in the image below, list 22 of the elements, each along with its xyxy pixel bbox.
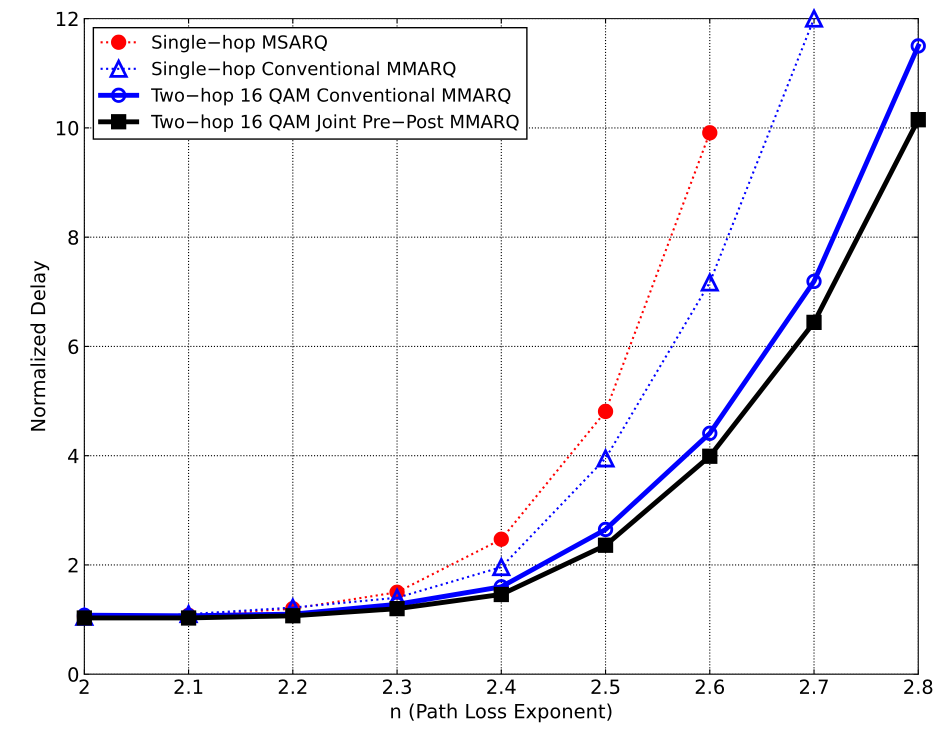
x-axis-title: n (Path Loss Exponent) [391,703,612,722]
x-tick-label: 2.7 [800,679,828,694]
y-tick-label: 4 [68,448,78,464]
y-tick-label: 6 [68,339,78,354]
y-tick-label: 2 [68,558,78,572]
y-axis-title: Normalized Delay [30,260,50,431]
x-tick-label: 2.8 [904,679,932,694]
y-tick-label: 8 [68,230,78,245]
legend-label: Single−hop MSARQ [152,34,327,52]
y-tick-label: 10 [56,120,78,136]
legend-label: Two−hop 16 QAM Joint Pre−Post MMARQ [151,114,519,132]
x-tick-label: 2.5 [592,679,620,694]
x-tick-label: 2.2 [278,679,306,694]
legend-label: Two−hop 16 QAM Conventional MMARQ [151,88,510,106]
x-tick-label: 2.3 [383,679,411,694]
x-tick-label: 2 [80,679,89,694]
legend-label: Single−hop Conventional MMARQ [152,61,456,79]
y-tick-label: 12 [56,12,78,26]
x-tick-label: 2.1 [174,679,202,694]
x-tick-label: 2.4 [487,679,516,694]
x-tick-label: 2.6 [696,679,724,694]
y-tick-label: 0 [68,667,78,682]
